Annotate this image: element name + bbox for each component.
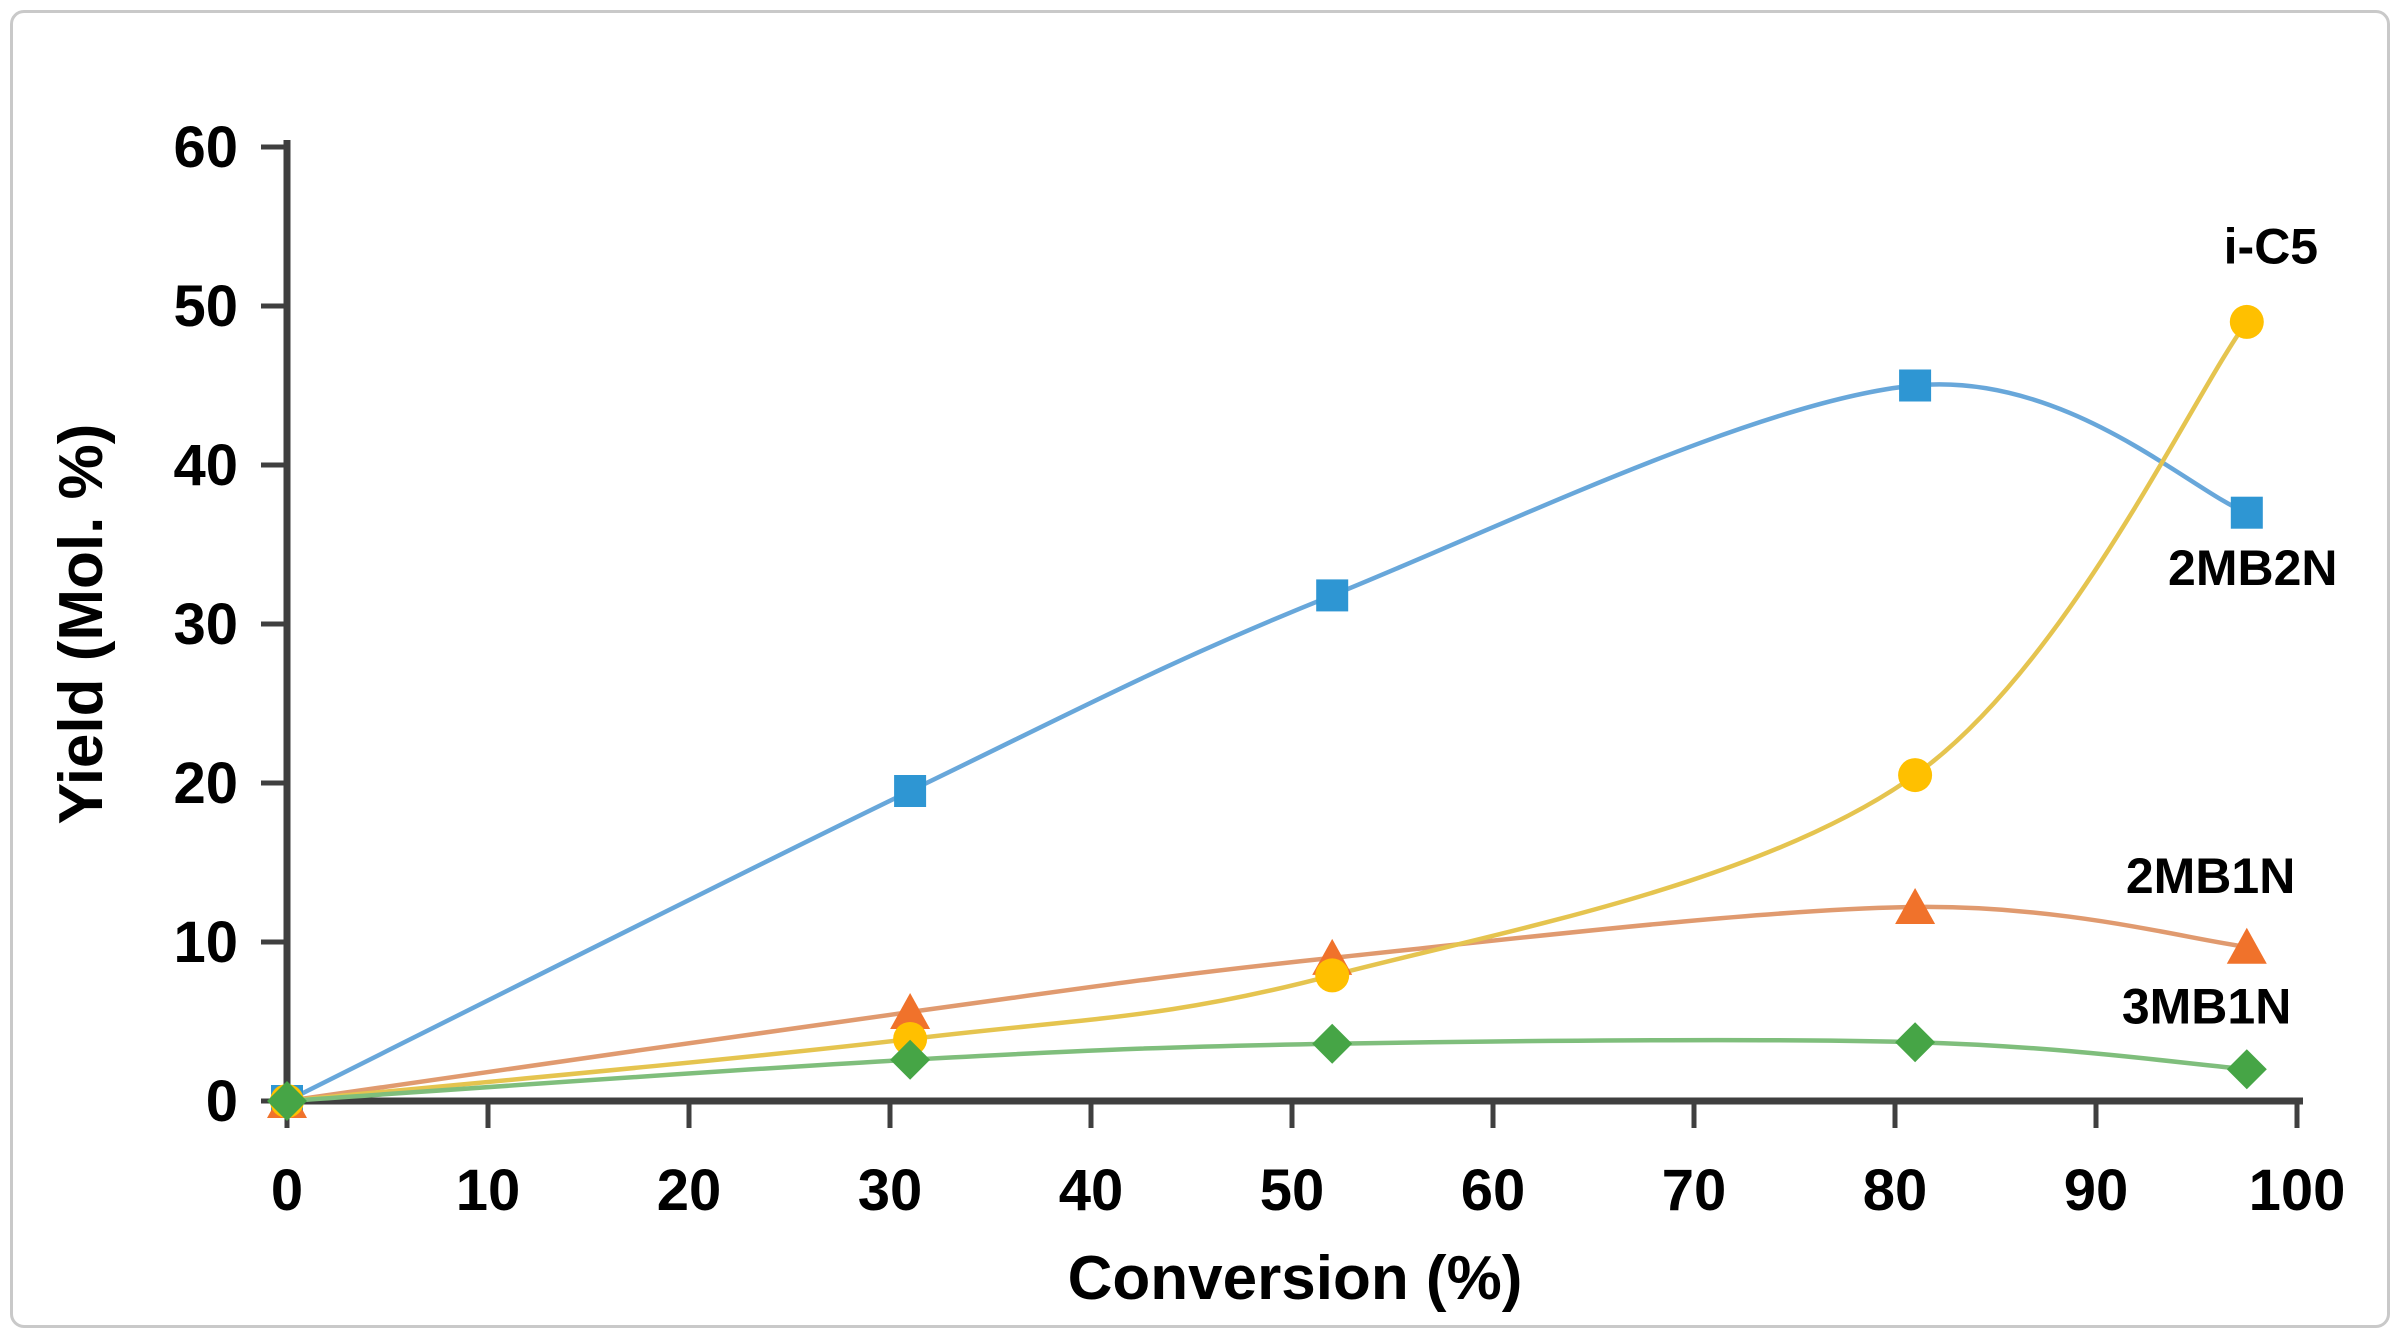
x-tick-label: 70 bbox=[1662, 1158, 1727, 1223]
x-tick-label: 50 bbox=[1260, 1158, 1325, 1223]
marker-triangle-2MB1N bbox=[890, 993, 931, 1029]
marker-square-2MB2N bbox=[2230, 496, 2263, 529]
series-line-2MB1N bbox=[284, 904, 2250, 1104]
series-label-2MB1N: 2MB1N bbox=[2126, 848, 2295, 904]
marker-diamond-3MB1N bbox=[1312, 1023, 1353, 1064]
marker-circle-i-C5 bbox=[2229, 304, 2264, 339]
series-line-3MB1N bbox=[284, 1037, 2250, 1104]
x-tick-label: 30 bbox=[858, 1158, 923, 1223]
series-label-2MB2N: 2MB2N bbox=[2168, 540, 2337, 596]
y-tick-label: 40 bbox=[173, 433, 238, 498]
y-tick-label: 10 bbox=[173, 910, 238, 975]
y-tick-label: 0 bbox=[206, 1069, 238, 1134]
x-tick-label: 100 bbox=[2249, 1158, 2346, 1223]
y-tick-label: 30 bbox=[173, 592, 238, 657]
y-tick-label: 50 bbox=[173, 274, 238, 339]
series-line-i-C5 bbox=[284, 319, 2250, 1104]
marker-square-2MB2N bbox=[1316, 579, 1349, 612]
marker-circle-i-C5 bbox=[1898, 758, 1933, 793]
series-label-i-C5: i-C5 bbox=[2224, 219, 2318, 275]
marker-circle-i-C5 bbox=[893, 1022, 928, 1056]
x-tick-label: 40 bbox=[1059, 1158, 1124, 1223]
x-tick-label: 60 bbox=[1461, 1158, 1526, 1223]
marker-circle-i-C5 bbox=[1315, 958, 1350, 993]
y-axis-title: Yield (Mol. %) bbox=[47, 424, 116, 825]
marker-diamond-3MB1N bbox=[267, 1081, 307, 1121]
y-tick-label: 20 bbox=[173, 751, 238, 816]
y-tick-label: 60 bbox=[173, 115, 238, 180]
marker-triangle-2MB1N bbox=[1895, 888, 1936, 924]
marker-triangle-2MB1N bbox=[2226, 927, 2267, 964]
axis-lines bbox=[283, 140, 2303, 1105]
x-tick-label: 80 bbox=[1863, 1158, 1928, 1223]
x-axis-title: Conversion (%) bbox=[1068, 1244, 1523, 1313]
x-tick-label: 20 bbox=[657, 1158, 722, 1223]
x-tick-label: 0 bbox=[271, 1158, 303, 1223]
series-label-3MB1N: 3MB1N bbox=[2122, 979, 2291, 1035]
marker-diamond-3MB1N bbox=[890, 1039, 931, 1080]
plot-area: 0 10 20 30 40 50 60 70 80 90 100 0 10 20 30 40 50 60 i-C5 2… bbox=[173, 115, 2345, 1223]
marker-diamond-3MB1N bbox=[1895, 1022, 1936, 1063]
x-tick-label: 90 bbox=[2064, 1158, 2129, 1223]
x-tick-label: 10 bbox=[456, 1158, 521, 1223]
marker-diamond-3MB1N bbox=[2226, 1049, 2267, 1090]
marker-square-2MB2N bbox=[1899, 369, 1932, 402]
marker-square-2MB2N bbox=[894, 775, 927, 807]
